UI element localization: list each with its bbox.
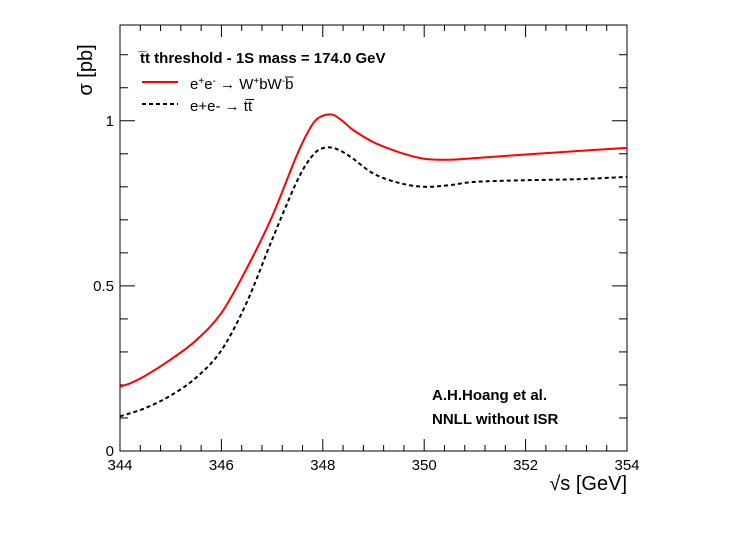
legend-title: t̅t threshold - 1S mass = 174.0 GeV bbox=[137, 50, 385, 67]
y-tick-label: 1 bbox=[106, 113, 114, 130]
series-line-ww-bb bbox=[119, 113, 628, 388]
x-tick-label: 352 bbox=[513, 457, 538, 474]
x-tick-label: 354 bbox=[614, 457, 639, 474]
plot-frame bbox=[119, 24, 628, 452]
x-tick-label: 344 bbox=[107, 457, 132, 474]
y-axis-title: σ [pb] bbox=[75, 44, 97, 95]
x-tick-label: 350 bbox=[412, 457, 437, 474]
annotation-method: NNLL without ISR bbox=[432, 411, 559, 428]
series-line-tt bbox=[119, 146, 628, 418]
tick-labels: 344 346 348 350 352 354 0 0.5 1 bbox=[93, 113, 639, 474]
annotation-author: A.H.Hoang et al. bbox=[432, 387, 547, 404]
legend-label-ww-bb: e+e- → W+bW-b̅ bbox=[190, 76, 294, 94]
axis-ticks bbox=[119, 25, 628, 452]
x-tick-label: 346 bbox=[209, 457, 234, 474]
y-tick-label: 0 bbox=[106, 443, 114, 460]
legend-label-tt: e+e- → tt̅ bbox=[190, 98, 255, 115]
curves bbox=[119, 113, 628, 418]
y-tick-label: 0.5 bbox=[93, 278, 114, 295]
legend: t̅t threshold - 1S mass = 174.0 GeV e+e-… bbox=[137, 50, 385, 115]
x-axis-title: √s [GeV] bbox=[549, 473, 627, 495]
x-tick-label: 348 bbox=[310, 457, 335, 474]
